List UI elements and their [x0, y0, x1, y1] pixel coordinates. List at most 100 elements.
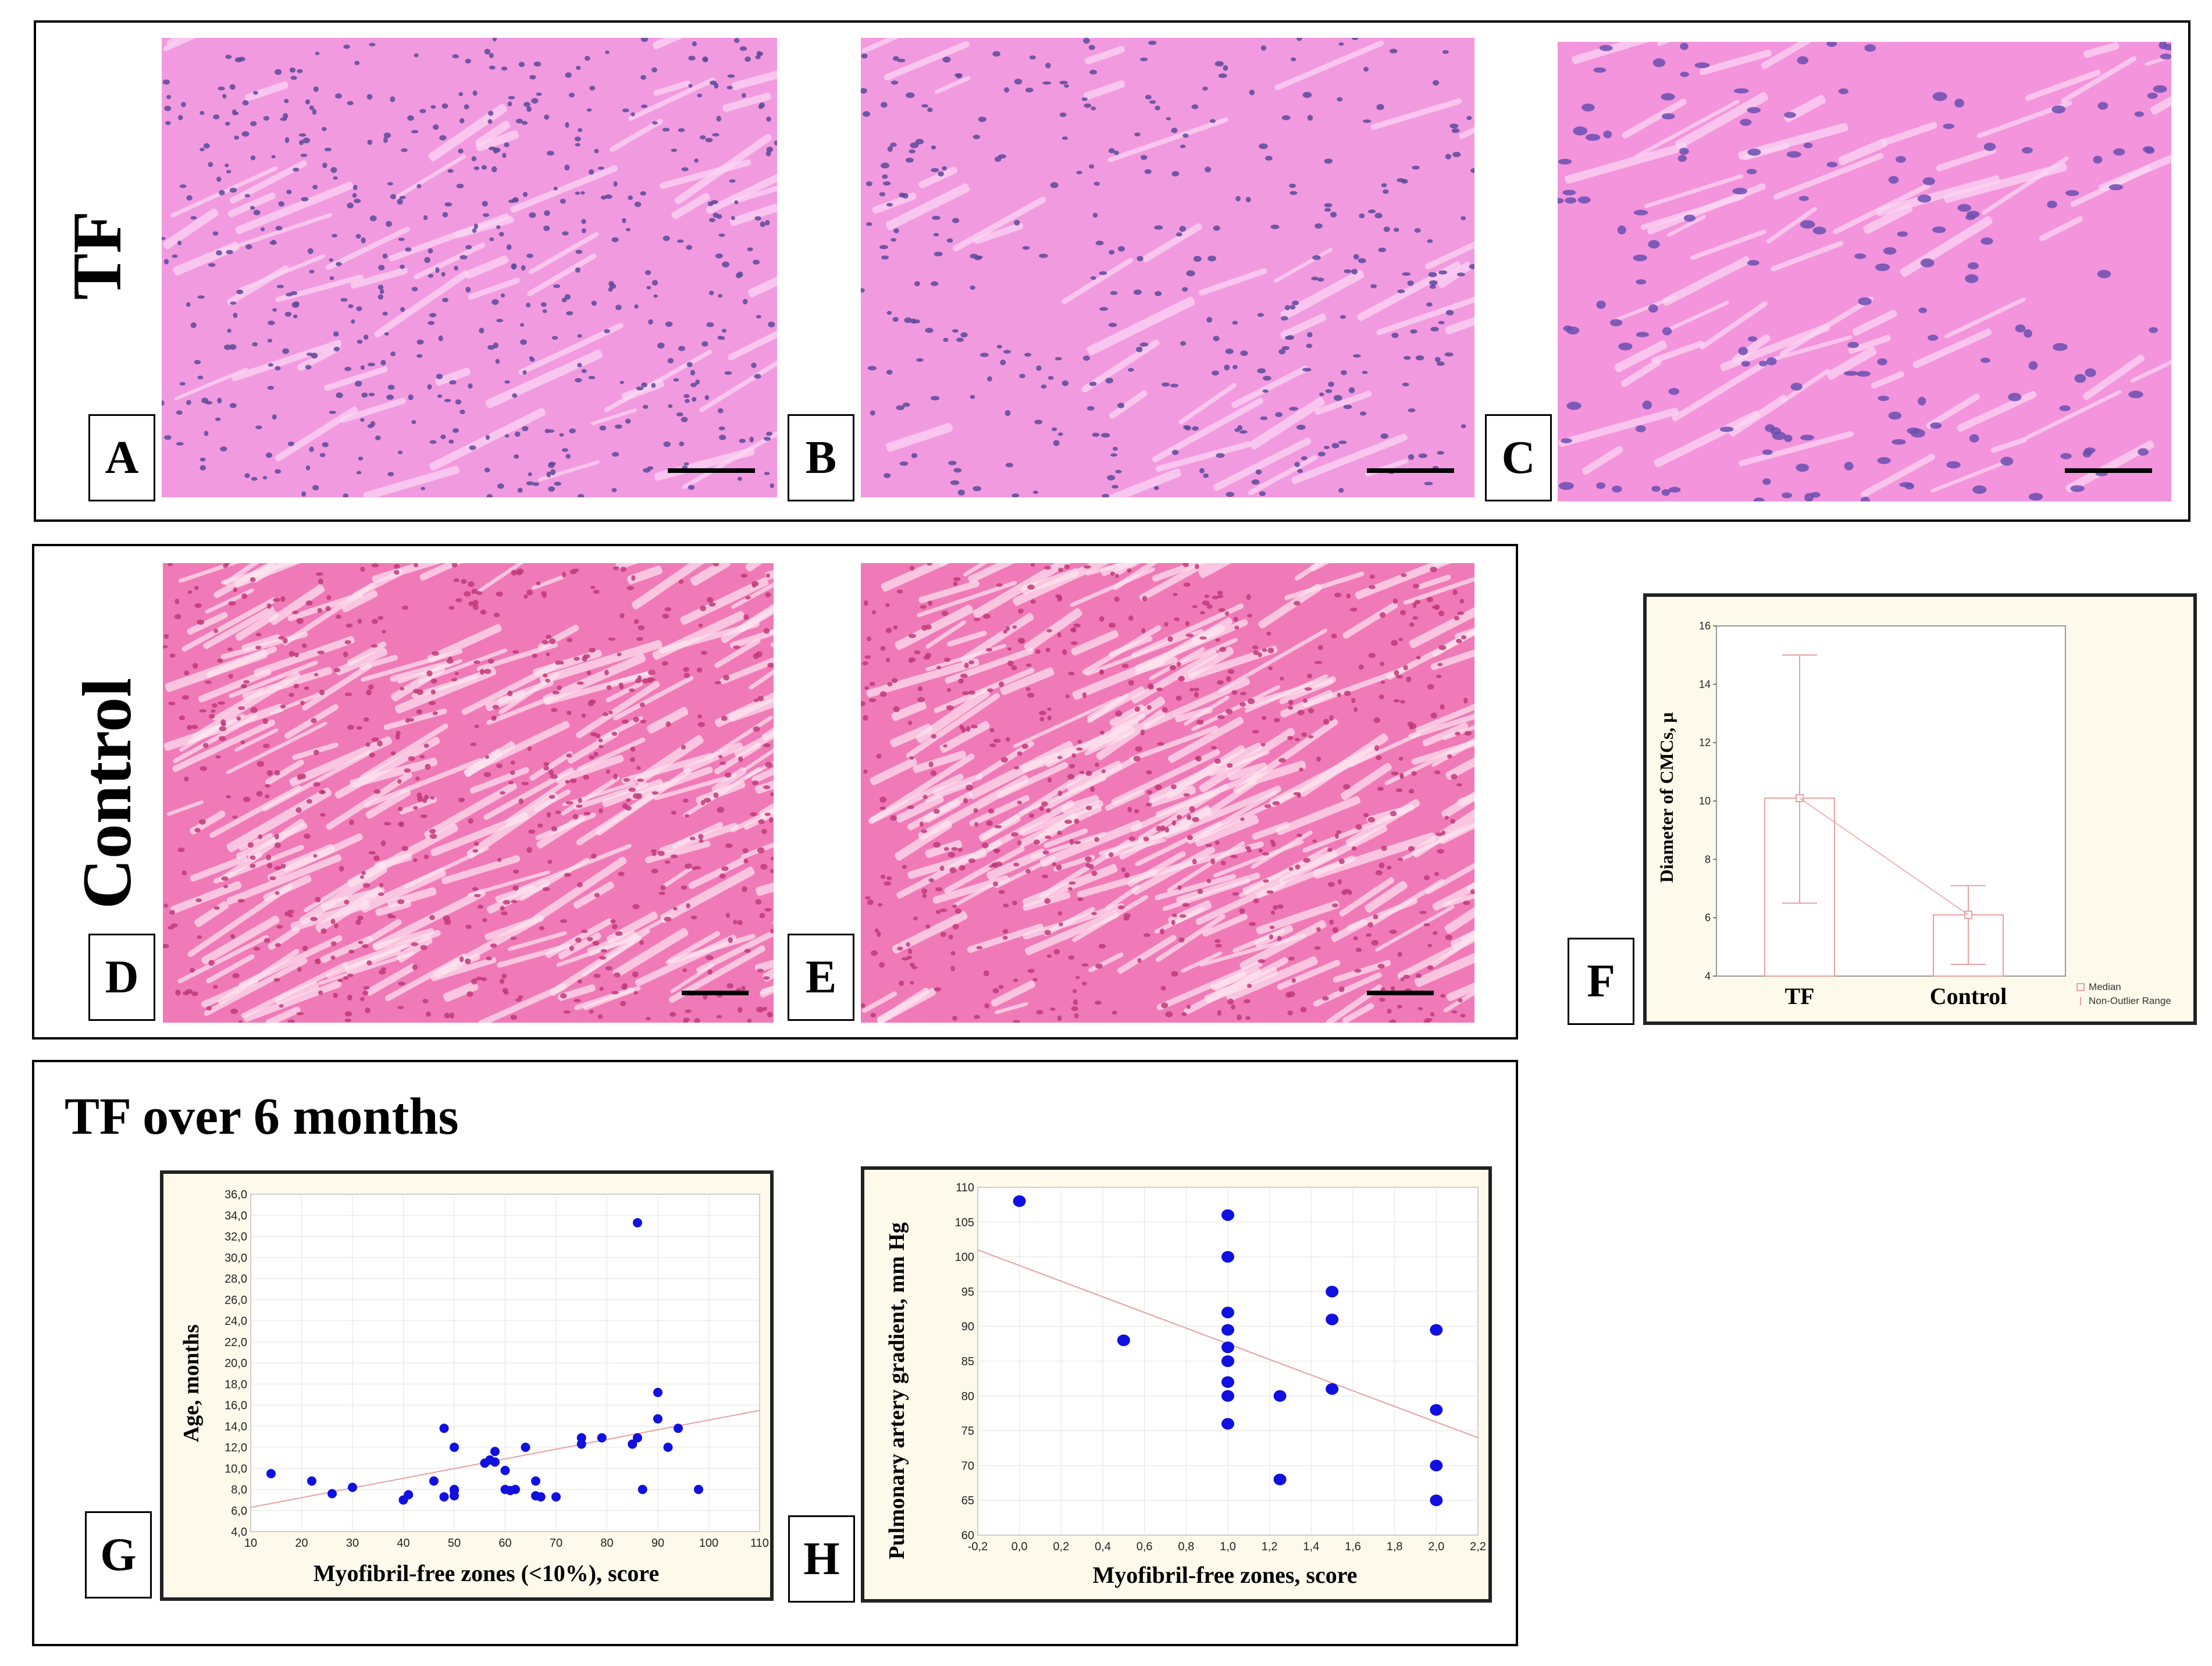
nucleus: [1089, 70, 1098, 75]
nucleus: [1044, 898, 1051, 904]
data-point: [439, 1492, 449, 1502]
nucleus: [360, 566, 365, 572]
nucleus: [501, 973, 507, 979]
tissue-gap: [935, 76, 971, 94]
nucleus: [1980, 357, 1990, 363]
nucleus: [1047, 777, 1052, 783]
nucleus: [312, 184, 318, 190]
nucleus: [177, 848, 185, 852]
nucleus: [347, 202, 354, 209]
nucleus: [1089, 381, 1097, 386]
nucleus: [1266, 631, 1271, 636]
nucleus: [496, 225, 501, 229]
nucleus: [194, 359, 201, 365]
nucleus: [218, 86, 225, 91]
nucleus: [181, 870, 187, 875]
nucleus: [241, 131, 250, 137]
nucleus: [1217, 715, 1225, 720]
nucleus: [551, 336, 558, 340]
nucleus: [1213, 336, 1220, 341]
nucleus: [2145, 147, 2155, 154]
tissue-gap: [1826, 346, 1877, 380]
nucleus: [952, 904, 957, 909]
nucleus: [1032, 490, 1039, 494]
nucleus: [1277, 935, 1282, 941]
nucleus: [1073, 999, 1078, 1005]
nucleus: [594, 892, 600, 898]
nucleus: [1403, 974, 1410, 979]
nucleus: [1164, 827, 1170, 833]
nucleus: [686, 903, 690, 909]
nucleus: [213, 906, 220, 910]
nucleus: [698, 623, 703, 628]
nucleus: [594, 148, 599, 154]
nucleus: [1292, 300, 1299, 305]
nucleus: [1084, 103, 1092, 108]
nucleus: [1199, 636, 1207, 640]
tissue-gap: [2130, 328, 2171, 383]
nucleus: [580, 191, 585, 195]
nucleus: [584, 55, 590, 61]
nucleus: [765, 573, 770, 578]
nucleus: [593, 752, 599, 757]
tissue-gap: [289, 736, 393, 787]
nucleus: [493, 613, 500, 618]
nucleus: [292, 610, 299, 614]
nucleus: [933, 233, 939, 237]
nucleus: [683, 394, 690, 398]
nucleus: [1046, 808, 1051, 813]
nucleus: [1331, 903, 1338, 908]
nucleus: [184, 670, 190, 676]
nucleus: [681, 745, 686, 750]
nucleus: [1946, 461, 1961, 469]
nucleus: [1425, 1018, 1433, 1021]
nucleus: [267, 386, 275, 390]
nucleus: [2015, 324, 2026, 333]
nucleus: [345, 623, 353, 628]
nucleus: [319, 453, 326, 457]
nucleus: [871, 950, 878, 956]
nucleus: [1034, 419, 1043, 425]
nucleus: [717, 408, 724, 414]
nucleus: [365, 742, 371, 747]
nucleus: [1214, 758, 1221, 764]
nucleus: [1041, 384, 1047, 389]
tissue-gap: [1162, 878, 1251, 911]
nucleus: [1401, 573, 1407, 578]
nucleus: [266, 770, 273, 776]
nucleus: [527, 746, 532, 752]
nucleus: [296, 618, 304, 624]
nucleus: [755, 899, 762, 905]
nucleus: [2084, 447, 2096, 454]
nucleus: [358, 456, 364, 461]
nucleus: [576, 804, 583, 808]
nucleus: [1922, 177, 1935, 186]
nucleus: [957, 489, 965, 496]
tissue-gap: [1280, 269, 1365, 321]
tissue-gap: [282, 844, 335, 872]
nucleus: [1563, 325, 1573, 332]
nucleus: [765, 592, 771, 598]
nucleus: [1910, 429, 1925, 438]
tissue-gap: [1239, 920, 1327, 970]
nucleus: [1397, 857, 1404, 862]
tissue-gap: [1248, 455, 1318, 496]
nucleus: [719, 873, 726, 879]
nucleus: [1107, 475, 1116, 480]
nucleus: [1259, 143, 1268, 149]
nucleus: [1741, 361, 1750, 367]
nucleus: [163, 259, 169, 265]
nucleus: [305, 365, 312, 370]
nucleus: [1618, 342, 1633, 351]
nucleus: [1428, 272, 1437, 277]
nucleus: [1212, 370, 1219, 376]
tissue-gap: [397, 935, 433, 963]
nucleus: [194, 603, 202, 608]
x-tick-label: 0,4: [1095, 1540, 1111, 1553]
tissue-gap: [1176, 873, 1260, 903]
tissue-gap: [430, 812, 529, 857]
tissue-gap: [968, 741, 1074, 799]
nucleus: [1301, 732, 1308, 737]
tissue-gap: [877, 987, 930, 1023]
tissue-gap: [529, 232, 599, 275]
